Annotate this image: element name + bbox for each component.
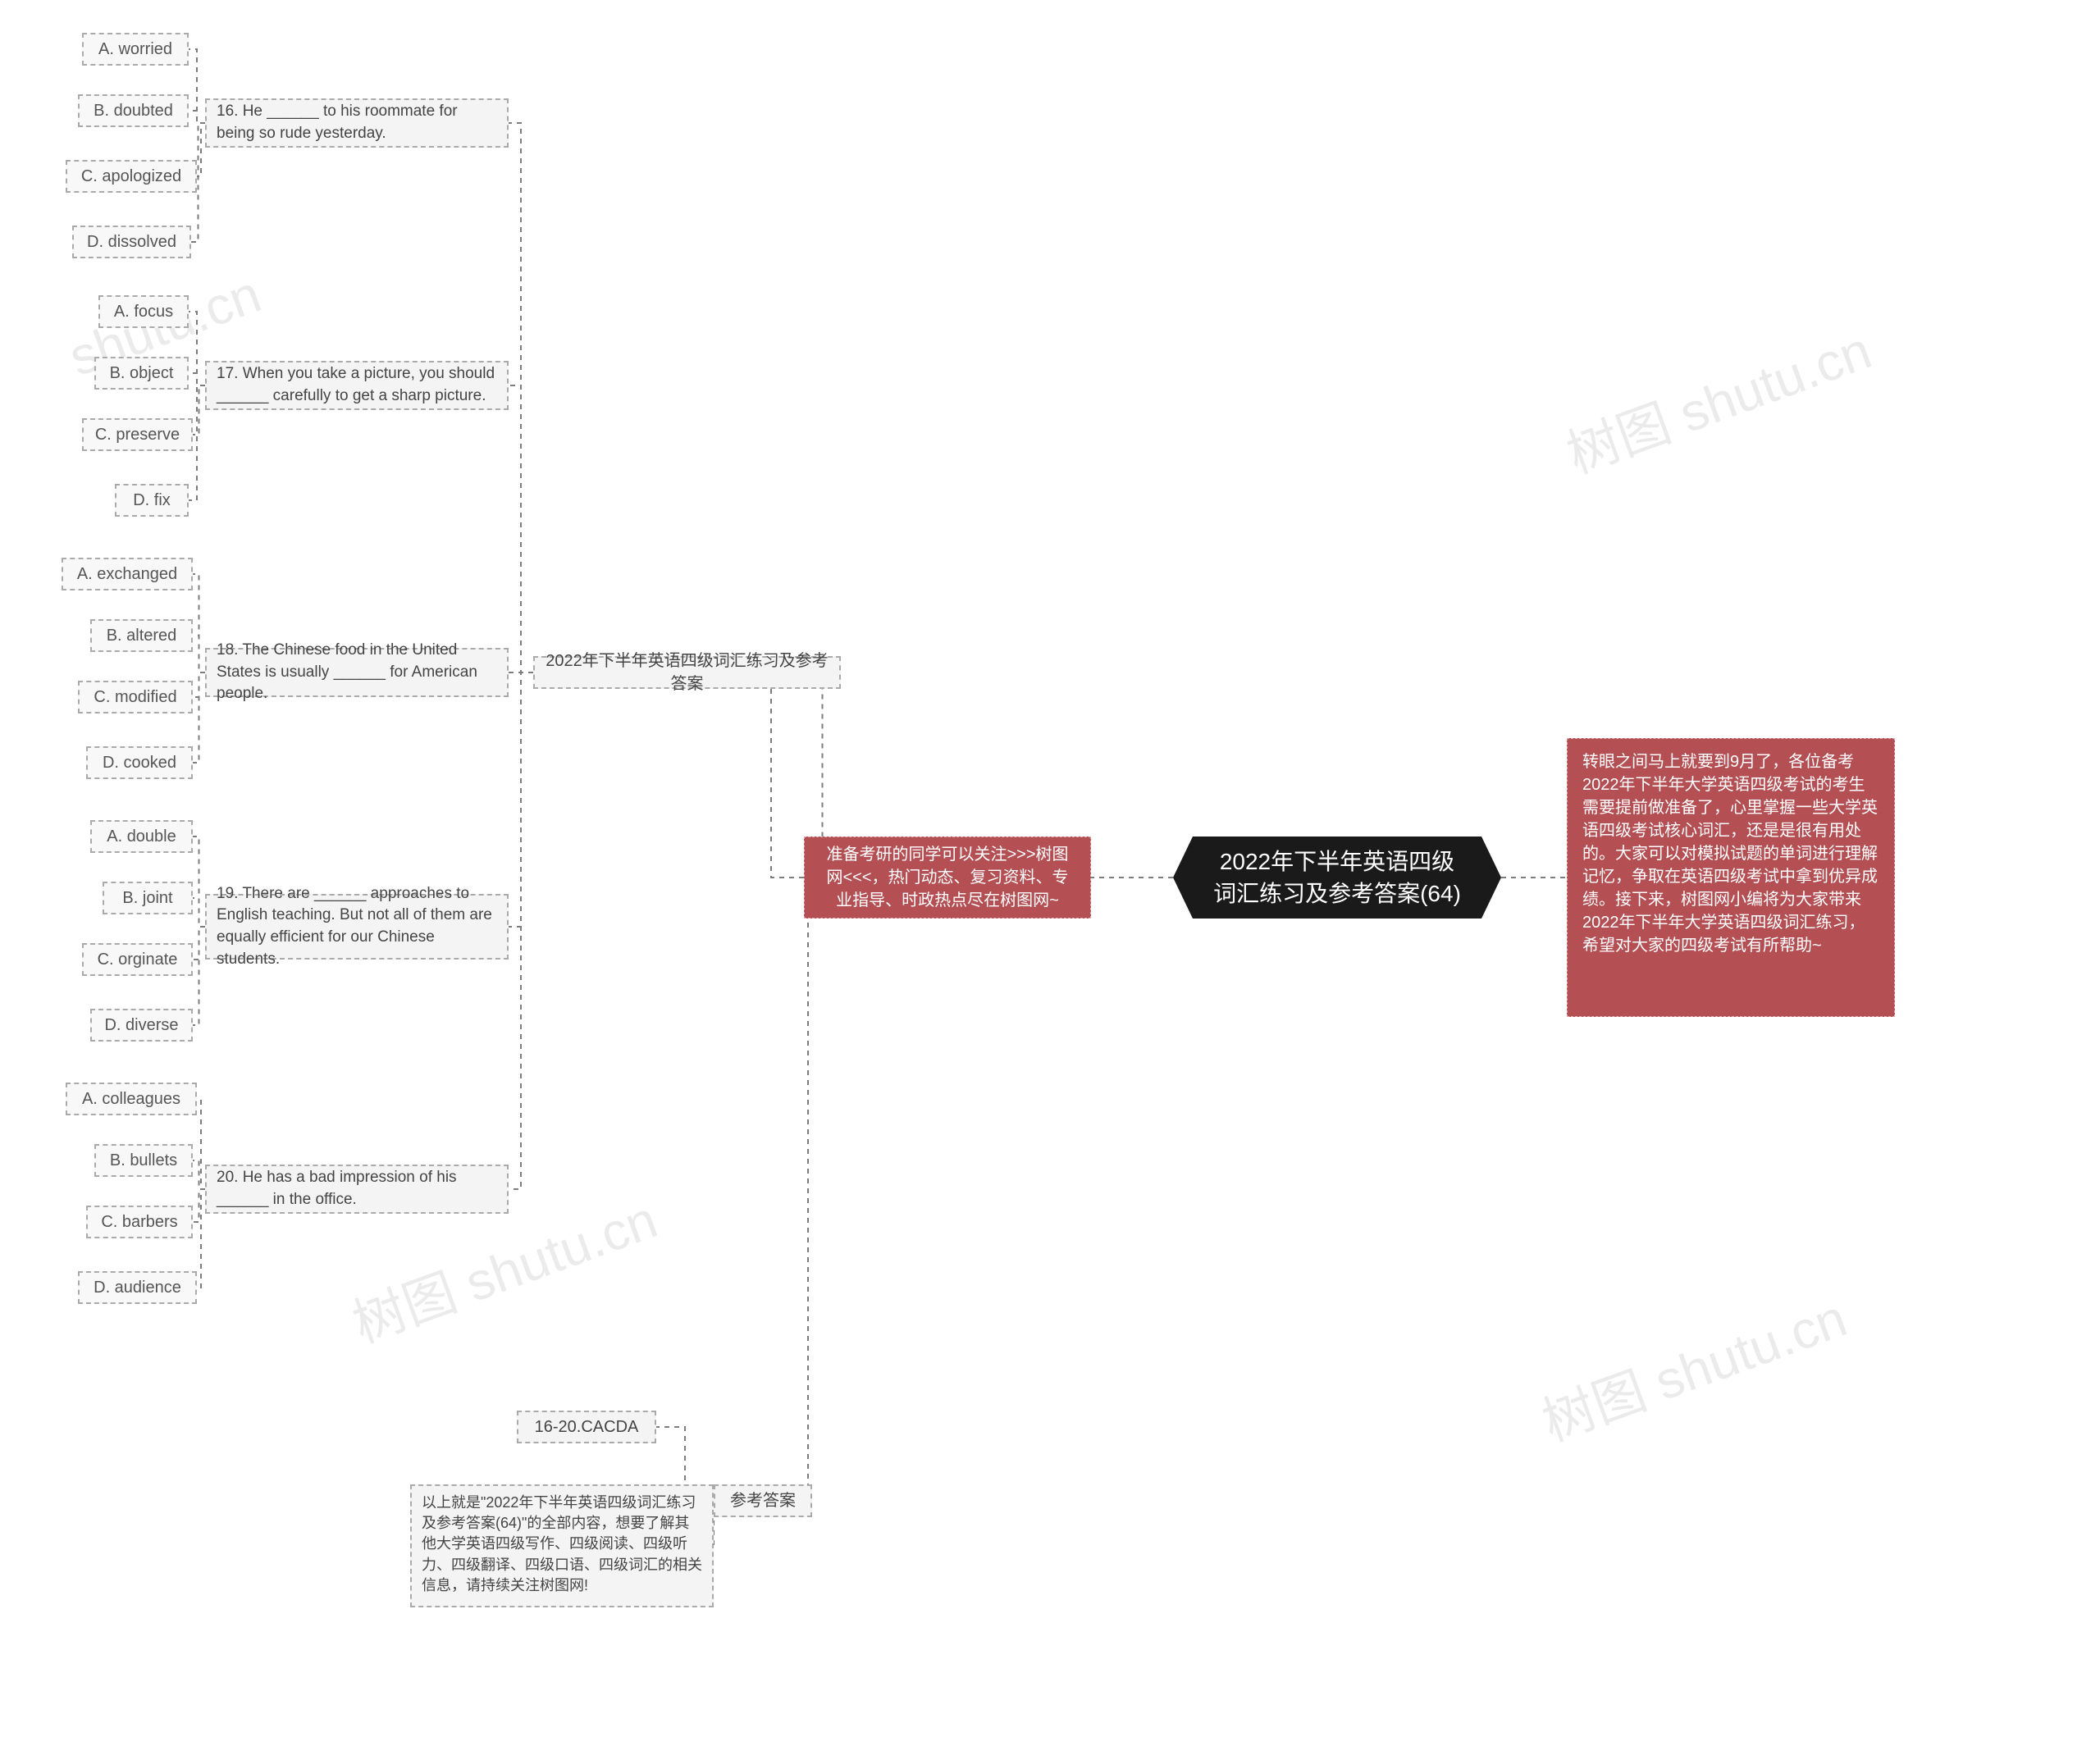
option-text: B. bullets [110, 1149, 177, 1172]
practice-label-text: 2022年下半年英语四级词汇练习及参考答案 [545, 650, 829, 695]
watermark: 树图 shutu.cn [1555, 308, 1880, 488]
option-box: A. double [90, 820, 193, 853]
practice-section-label: 2022年下半年英语四级词汇练习及参考答案 [533, 656, 841, 689]
option-text: A. worried [98, 38, 172, 61]
option-text: A. colleagues [82, 1087, 180, 1110]
option-text: C. preserve [95, 423, 180, 446]
option-text: D. fix [133, 489, 171, 512]
answers-footer-box: 以上就是"2022年下半年英语四级词汇练习及参考答案(64)"的全部内容，想要了… [410, 1484, 714, 1607]
question-box: 17. When you take a picture, you should … [205, 361, 509, 410]
option-box: B. doubted [78, 94, 189, 127]
option-text: B. joint [122, 887, 172, 909]
root-node: 2022年下半年英语四级词汇练习及参考答案(64) [1173, 837, 1501, 919]
option-text: D. diverse [104, 1014, 178, 1037]
option-box: D. cooked [86, 746, 193, 779]
option-box: A. exchanged [62, 558, 193, 590]
option-box: A. colleagues [66, 1083, 197, 1115]
watermark: 树图 shutu.cn [1531, 1276, 1856, 1456]
option-text: D. audience [94, 1276, 181, 1299]
question-text: 20. He has a bad impression of his _____… [217, 1167, 497, 1210]
left-note-text: 准备考研的同学可以关注>>>树图网<<<，热门动态、复习资料、专业指导、时政热点… [819, 843, 1075, 912]
question-text: 17. When you take a picture, you should … [217, 363, 497, 407]
option-text: C. barbers [101, 1210, 177, 1233]
option-box: B. object [94, 357, 189, 390]
option-box: D. diverse [90, 1009, 193, 1042]
question-box: 19. There are ______ approaches to Engli… [205, 894, 509, 960]
option-box: A. focus [98, 295, 189, 328]
option-box: C. preserve [82, 418, 193, 451]
answers-section-label: 参考答案 [714, 1484, 812, 1517]
left-note-box: 准备考研的同学可以关注>>>树图网<<<，热门动态、复习资料、专业指导、时政热点… [804, 837, 1091, 919]
option-text: B. altered [107, 624, 177, 647]
option-text: D. cooked [103, 751, 176, 774]
question-box: 16. He ______ to his roommate for being … [205, 98, 509, 148]
answers-label-text: 参考答案 [730, 1489, 796, 1512]
answers-key-text: 16-20.CACDA [535, 1415, 639, 1438]
option-box: C. apologized [66, 160, 197, 193]
answers-key-box: 16-20.CACDA [517, 1411, 656, 1443]
option-text: C. orginate [98, 948, 178, 971]
option-text: A. exchanged [77, 563, 177, 586]
question-box: 20. He has a bad impression of his _____… [205, 1165, 509, 1214]
option-box: D. audience [78, 1271, 197, 1304]
root-title: 2022年下半年英语四级词汇练习及参考答案(64) [1212, 846, 1462, 909]
question-text: 16. He ______ to his roommate for being … [217, 101, 497, 144]
option-text: D. dissolved [87, 230, 176, 253]
option-text: B. object [110, 362, 174, 385]
intro-box: 转眼之间马上就要到9月了，各位备考2022年下半年大学英语四级考试的考生需要提前… [1567, 738, 1895, 1017]
option-text: C. apologized [81, 165, 181, 188]
question-text: 19. There are ______ approaches to Engli… [217, 883, 497, 970]
question-text: 18. The Chinese food in the United State… [217, 640, 497, 705]
option-text: C. modified [94, 686, 176, 709]
option-box: B. altered [90, 619, 193, 652]
answers-footer-text: 以上就是"2022年下半年英语四级词汇练习及参考答案(64)"的全部内容，想要了… [422, 1493, 702, 1596]
option-box: C. orginate [82, 943, 193, 976]
option-text: A. focus [114, 300, 173, 323]
intro-text: 转眼之间马上就要到9月了，各位备考2022年下半年大学英语四级考试的考生需要提前… [1582, 750, 1879, 957]
option-box: D. dissolved [72, 226, 191, 258]
option-box: B. bullets [94, 1144, 193, 1177]
option-box: C. barbers [86, 1206, 193, 1238]
option-box: B. joint [103, 882, 193, 914]
question-box: 18. The Chinese food in the United State… [205, 648, 509, 697]
option-text: A. double [107, 825, 176, 848]
option-box: D. fix [115, 484, 189, 517]
option-text: B. doubted [94, 99, 173, 122]
option-box: C. modified [78, 681, 193, 713]
option-box: A. worried [82, 33, 189, 66]
